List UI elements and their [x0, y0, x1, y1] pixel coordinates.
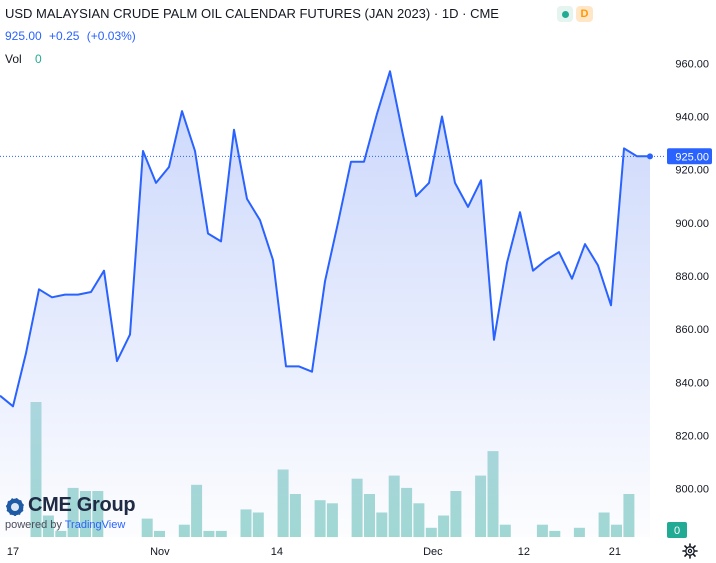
last-price-value: 925.00 — [5, 29, 42, 43]
y-tick-label: 820.00 — [675, 431, 709, 443]
gear-icon[interactable] — [682, 543, 698, 559]
cme-group-logo[interactable]: CME Group — [4, 494, 136, 523]
market-open-dot-icon[interactable] — [557, 6, 573, 22]
exchange-label: CME — [470, 6, 499, 21]
chart-header: USD MALAYSIAN CRUDE PALM OIL CALENDAR FU… — [5, 6, 499, 21]
y-tick-label: 900.00 — [675, 218, 709, 230]
price-line-series — [0, 70, 650, 408]
y-tick-label: 880.00 — [675, 271, 709, 283]
powered-by-label: powered by — [5, 519, 62, 531]
powered-by-tradingview[interactable]: powered by TradingView — [5, 519, 125, 531]
last-price-label-bg — [667, 148, 712, 165]
x-tick-label: Dec — [423, 546, 443, 558]
volume-value: 0 — [35, 52, 42, 66]
status-badges: D — [557, 6, 593, 22]
y-tick-label: 800.00 — [675, 484, 709, 496]
last-price-label: 925.00 — [667, 148, 712, 165]
interval-label[interactable]: 1D — [441, 6, 459, 21]
price-area — [0, 71, 650, 538]
last-price-dot — [647, 153, 653, 160]
y-tick-label: 920.00 — [675, 165, 709, 177]
x-tick-label: Nov — [150, 546, 170, 558]
symbol-title[interactable]: USD MALAYSIAN CRUDE PALM OIL CALENDAR FU… — [5, 6, 431, 21]
y-tick-label: 840.00 — [675, 377, 709, 389]
cme-globe-icon — [5, 497, 25, 517]
last-price-label-text: 925.00 — [675, 151, 709, 163]
x-tick-label: 21 — [609, 546, 621, 558]
separator: · — [433, 6, 439, 21]
price-change: +0.25 — [49, 29, 80, 43]
area-fill — [0, 71, 650, 538]
tradingview-link[interactable]: TradingView — [64, 519, 126, 531]
y-tick-label: 960.00 — [675, 58, 709, 70]
last-volume-label: 0 — [667, 522, 687, 538]
volume-label: Vol — [5, 52, 22, 66]
last-volume-label-text: 0 — [674, 525, 680, 537]
price-change-percent: (+0.03%) — [86, 29, 136, 43]
x-tick-label: 14 — [271, 546, 283, 558]
last-volume-label-bg — [667, 522, 687, 538]
x-tick-label: 17 — [7, 546, 19, 558]
x-tick-label: 12 — [518, 546, 530, 558]
price-axis[interactable]: 960.00 940.00 920.00 900.00 880.00 860.00 840.… — [675, 58, 709, 495]
delayed-data-badge[interactable]: D — [576, 6, 593, 22]
y-tick-label: 860.00 — [675, 324, 709, 336]
price-legend: 925.00 +0.25 (+0.03%) — [5, 29, 140, 43]
separator: · — [462, 6, 467, 21]
y-tick-label: 940.00 — [675, 112, 709, 124]
volume-legend: Vol 0 — [5, 52, 42, 66]
series-line — [0, 70, 650, 408]
logo-text: CME Group — [28, 494, 136, 516]
time-axis[interactable]: 17 Nov 14 Dec 12 21 — [7, 546, 621, 558]
